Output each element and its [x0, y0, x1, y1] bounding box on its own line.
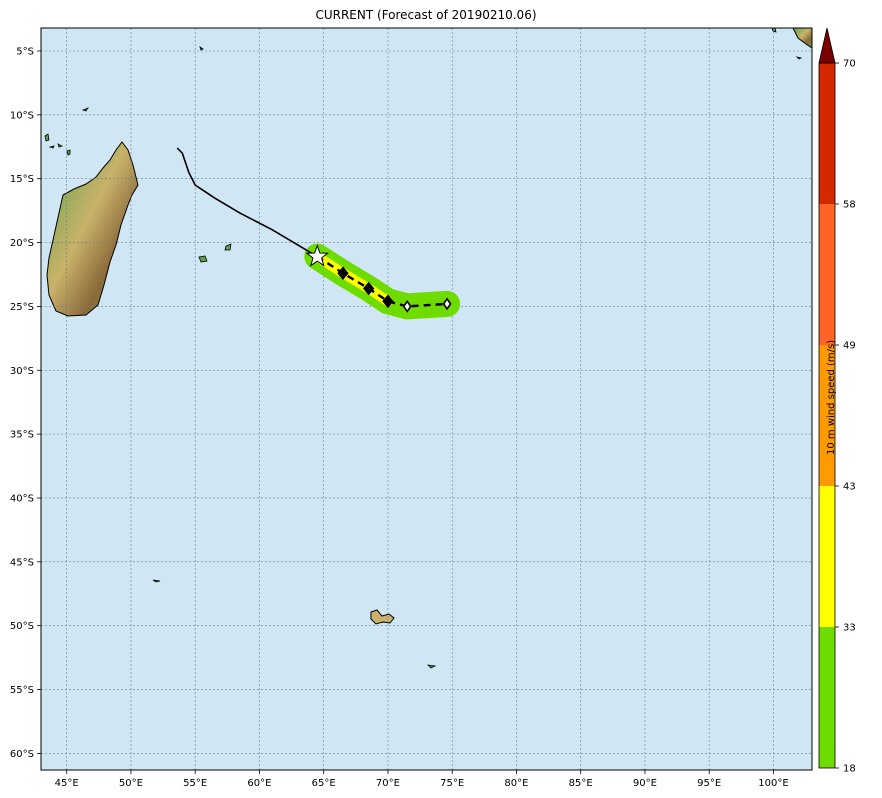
island [795, 56, 803, 60]
comoros-island [48, 145, 55, 149]
comoros-island [57, 143, 64, 148]
mauritius-island [224, 243, 232, 251]
lon-tick-label: 70°E [376, 778, 400, 789]
colorbar-segment [819, 63, 835, 204]
forecast-position-marker [442, 297, 452, 311]
forecast-position-marker [382, 294, 394, 309]
lon-tick-label: 90°E [633, 778, 657, 789]
comoros-island [44, 133, 50, 142]
lat-tick-label: 45°S [10, 557, 34, 568]
colorbar: 18 33 43 49 58 70 [818, 27, 856, 775]
colorbar-tick-label: 18 [843, 764, 856, 775]
forecast-position-marker [363, 281, 375, 296]
lon-tick-label: 85°E [569, 778, 593, 789]
lat-tick-label: 10°S [10, 110, 34, 121]
lat-tick-label: 35°S [10, 430, 34, 441]
forecast-position-marker [402, 300, 412, 313]
lat-tick-label: 30°S [10, 366, 34, 377]
lat-tick-label: 55°S [10, 685, 34, 696]
lon-tick-label: 95°E [697, 778, 721, 789]
seychelles-island [199, 46, 204, 51]
lat-tick-label: 50°S [10, 621, 34, 632]
lat-tick-label: 20°S [10, 238, 34, 249]
comoros-island [66, 149, 71, 156]
lat-tick-label: 5°S [16, 46, 34, 57]
colorbar-segment [819, 486, 835, 627]
ocean [41, 28, 812, 770]
map-title: CURRENT (Forecast of 20190210.06) [315, 8, 537, 22]
lon-tick-label: 60°E [247, 778, 271, 789]
forecast-track-line [316, 255, 448, 308]
colorbar-extend-arrow [818, 27, 836, 64]
island [81, 107, 90, 112]
lon-tick-label: 55°E [183, 778, 207, 789]
colorbar-tick-label: 49 [843, 341, 856, 352]
reunion-island [198, 255, 208, 263]
sumatra-coast [792, 28, 812, 49]
lon-tick-label: 100°E [758, 778, 788, 789]
map-frame [40, 27, 813, 771]
sri-lanka-coast [771, 28, 777, 33]
lon-tick-label: 50°E [119, 778, 143, 789]
colorbar-tick-label: 43 [843, 482, 856, 493]
colorbar-segment [819, 345, 835, 486]
lat-tick-label: 40°S [10, 493, 34, 504]
colorbar-tick-label: 70 [843, 59, 856, 70]
lon-tick-label: 80°E [504, 778, 528, 789]
lon-tick-label: 75°E [440, 778, 464, 789]
lat-tick-label: 25°S [10, 302, 34, 313]
lon-tick-label: 65°E [312, 778, 336, 789]
colorbar-segment [819, 627, 835, 768]
current-position-star-icon [305, 244, 330, 267]
lat-tick-label: 60°S [10, 749, 34, 760]
lat-tick-label: 15°S [10, 174, 34, 185]
heard-island [426, 664, 437, 669]
madagascar-landmass [46, 141, 139, 317]
colorbar-tick-label: 33 [843, 623, 856, 634]
graticule [41, 28, 812, 770]
colorbar-frame [818, 62, 836, 769]
crozet-island [152, 579, 161, 583]
forecast-position-marker [337, 266, 349, 280]
past-track-line [176, 147, 318, 258]
lon-tick-label: 45°E [55, 778, 79, 789]
colorbar-segment [819, 204, 835, 345]
colorbar-axis-label: 10 m wind speed (m/s) [826, 339, 837, 455]
colorbar-tick-label: 58 [843, 200, 856, 211]
